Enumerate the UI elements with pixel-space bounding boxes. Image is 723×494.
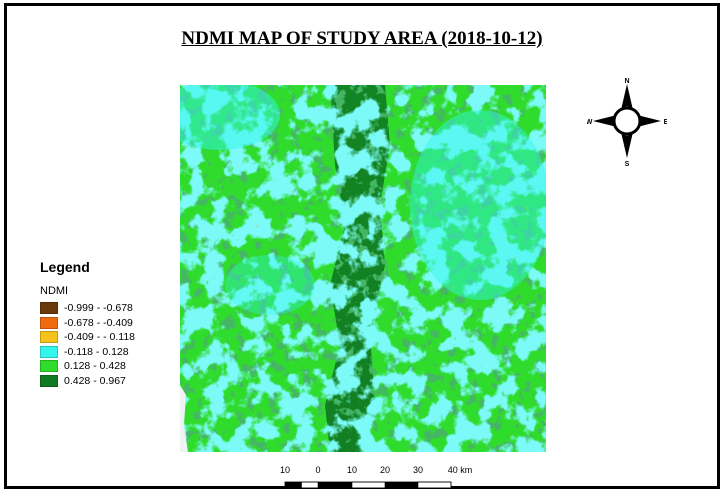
legend-item: -0.409 - - 0.118: [40, 330, 135, 345]
ndmi-raster-svg: [180, 85, 546, 452]
legend-item-label: 0.128 - 0.428: [64, 360, 126, 373]
legend-subtitle: NDMI: [40, 285, 69, 297]
legend-item-label: -0.678 - -0.409: [64, 316, 133, 329]
legend-item-label: -0.118 - 0.128: [64, 345, 129, 358]
ndmi-nodata-edge: [180, 385, 188, 452]
compass-east-label: E: [664, 119, 667, 126]
compass-arrows: [593, 84, 661, 158]
legend-swatch: [40, 345, 58, 358]
legend-item-label: -0.409 - - 0.118: [64, 331, 136, 344]
compass-west-label: W: [587, 119, 593, 126]
scale-label: 10: [347, 465, 357, 475]
legend-swatch: [40, 302, 58, 315]
legend-swatch: [40, 316, 58, 329]
legend-swatch: [40, 360, 58, 373]
scale-label: 40 km: [448, 465, 473, 475]
scale-label: 30: [413, 465, 423, 475]
scale-bar-segments: [284, 481, 452, 489]
legend-swatch: [40, 374, 58, 387]
compass-north-label: N: [624, 78, 629, 85]
scale-bar: 10 0 10 20 30 40 km: [280, 465, 473, 489]
compass-south-label: S: [625, 161, 630, 166]
legend-item-label: -0.999 - -0.678: [64, 302, 133, 315]
legend-item: -0.678 - -0.409: [40, 316, 135, 331]
ndmi-orange-speckles: [180, 85, 546, 452]
legend: Legend NDMI -0.999 - -0.678 -0.678 - -0.…: [40, 259, 135, 388]
legend-item: -0.118 - 0.128: [40, 345, 135, 360]
map-title: NDMI MAP OF STUDY AREA (2018-10-12): [181, 28, 543, 49]
legend-swatch: [40, 331, 58, 344]
scale-label: 0: [315, 465, 320, 475]
ndmi-raster-map: [180, 85, 546, 452]
map-frame: NDMI MAP OF STUDY AREA (2018-10-12): [4, 3, 720, 489]
legend-item-label: 0.428 - 0.967: [64, 374, 126, 387]
legend-item: 0.128 - 0.428: [40, 359, 135, 374]
scale-label: 20: [380, 465, 390, 475]
legend-item: 0.428 - 0.967: [40, 374, 135, 389]
north-arrow-compass: N S W E: [587, 78, 667, 166]
legend-item: -0.999 - -0.678: [40, 301, 135, 316]
scale-label: 10: [280, 465, 290, 475]
legend-title: Legend: [40, 259, 90, 275]
